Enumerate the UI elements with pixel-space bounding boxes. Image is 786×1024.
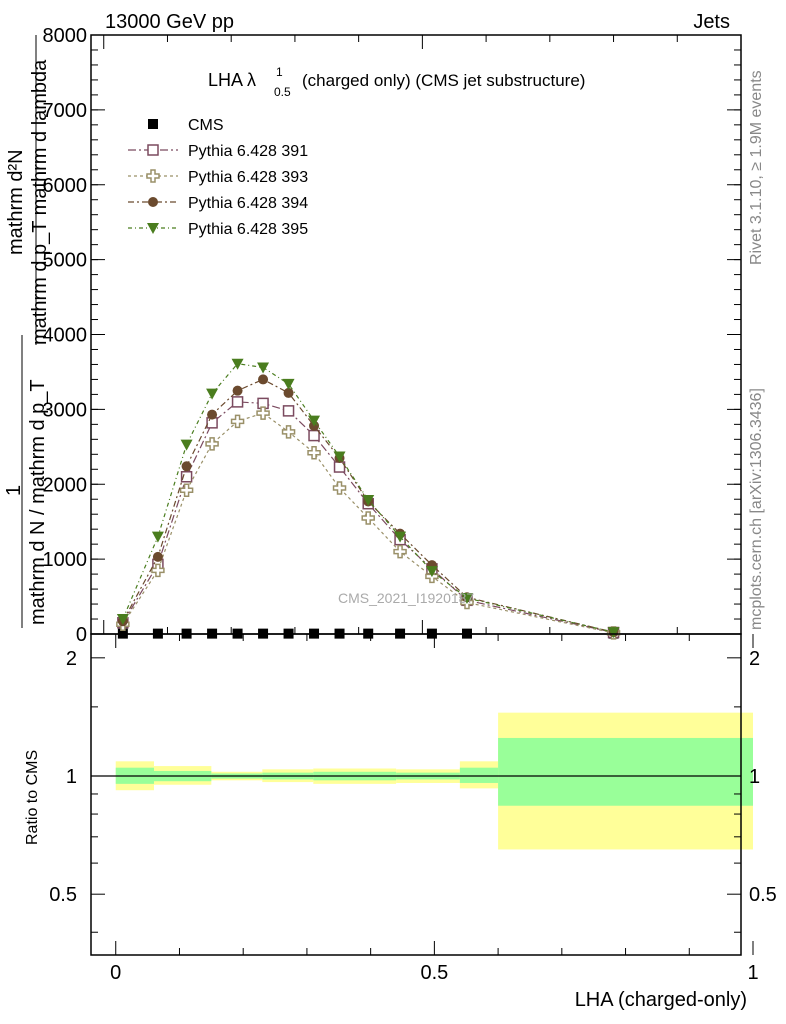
ratio-inner-band (498, 737, 753, 806)
series-line (122, 401, 614, 634)
legend-entry: Pythia 6.428 395 (128, 221, 308, 238)
ylabel-denominator-bottom: mathrm d N / mathrm d p_T (27, 379, 49, 625)
title-sub: 0.5 (274, 85, 291, 99)
legend-label: Pythia 6.428 395 (188, 221, 308, 238)
main-ytick-label: 8000 (43, 25, 88, 47)
data-point (231, 396, 244, 408)
legend-label: CMS (188, 117, 224, 134)
main-ytick-label: 3000 (43, 399, 88, 421)
data-point (393, 544, 407, 559)
main-ytick-label: 7000 (43, 100, 88, 122)
legend-label: Pythia 6.428 391 (188, 143, 308, 160)
data-point (206, 388, 219, 400)
ratio-y-label: Ratio to CMS (24, 750, 41, 845)
data-point (362, 494, 375, 506)
legend-entry: Pythia 6.428 391 (128, 143, 308, 160)
data-point (256, 406, 270, 420)
data-point (282, 378, 295, 390)
plot-title: LHA λ 1 0.5 (charged only) (CMS jet subs… (208, 65, 585, 99)
title-rest: (charged only) (CMS jet substructure) (302, 71, 585, 90)
data-point (282, 405, 295, 417)
data-point (232, 385, 243, 396)
data-point (231, 358, 244, 370)
main-ytick-label: 0 (76, 624, 87, 646)
data-point (307, 446, 321, 460)
ratio-panel: 0.5 0.5 1 1 2 2 0 0.5 1 (49, 633, 777, 984)
data-point (207, 409, 218, 420)
data-point (332, 481, 347, 495)
x-tick-label: 1 (747, 962, 758, 984)
series-line (122, 412, 614, 634)
ratio-ytick-label: 1 (66, 766, 77, 788)
analysis-watermark: CMS_2021_I1920187 (338, 590, 474, 606)
main-ytick-label: 1000 (43, 549, 88, 571)
main-ytick-label: 5000 (43, 250, 88, 272)
main-ytick-label: 6000 (43, 175, 88, 197)
main-y-label: mathrm d²N mathrm d p_T mathrm d lambda … (3, 35, 51, 628)
ratio-ytick-label: 0.5 (49, 884, 77, 906)
data-point (283, 387, 294, 398)
data-point (425, 566, 438, 578)
legend-marker (146, 169, 160, 183)
x-axis-label: LHA (charged-only) (575, 989, 747, 1011)
x-tick-label: 0 (110, 962, 121, 984)
data-point (180, 439, 193, 451)
ratio-frame (90, 633, 742, 956)
data-point (151, 531, 164, 543)
data-point (308, 429, 320, 442)
legend-marker (148, 197, 158, 207)
x-tick-label: 0.5 (420, 962, 448, 984)
data-point (258, 374, 269, 385)
svg-text:LHA λ: LHA λ (208, 70, 256, 90)
data-point (281, 425, 296, 439)
ratio-ytick-label-right: 2 (749, 648, 760, 670)
data-point (333, 451, 346, 463)
data-point (230, 414, 245, 429)
energy-label: 13000 GeV pp (105, 11, 234, 33)
data-point (361, 511, 375, 525)
data-point (180, 471, 193, 483)
ratio-inner-band (459, 767, 499, 783)
title-main: LHA λ (208, 70, 256, 90)
mcplots-label: mcplots.cern.ch [arXiv:1306.3436] (748, 388, 765, 630)
rivet-label: Rivet 3.1.10, ≥ 1.9M events (748, 70, 765, 265)
main-panel: 0 1000 2000 3000 4000 5000 6000 7000 8000 (43, 25, 742, 646)
data-point (179, 483, 194, 497)
data-point (257, 362, 270, 374)
ratio-ytick-label-right: 1 (749, 766, 760, 788)
data-point (607, 627, 620, 639)
ylabel-denominator-top: mathrm d p_T mathrm d lambda (29, 59, 51, 345)
jets-label: Jets (693, 11, 730, 33)
series-pythia-6-428-395 (116, 358, 620, 639)
data-point (460, 593, 473, 605)
ylabel-numerator-top: mathrm d²N (5, 149, 27, 255)
legend-label: Pythia 6.428 394 (188, 195, 308, 212)
legend-label: Pythia 6.428 393 (188, 169, 308, 186)
ratio-ytick-label: 2 (66, 648, 77, 670)
data-point (308, 415, 321, 427)
ratio-ytick-label-right: 0.5 (749, 884, 777, 906)
ylabel-numerator-bottom: 1 (3, 485, 25, 496)
legend-marker (148, 119, 158, 129)
data-point (116, 614, 129, 626)
main-ytick-label: 2000 (43, 474, 88, 496)
data-point (205, 437, 219, 451)
legend-entry: Pythia 6.428 394 (128, 195, 308, 212)
data-point (394, 531, 407, 543)
data-point (152, 551, 163, 562)
title-sup: 1 (276, 65, 283, 79)
legend-marker (147, 144, 159, 156)
legend: CMS Pythia 6.428 391 Pythia 6.428 393 Pythi… (128, 117, 308, 238)
data-point (181, 461, 192, 472)
series-line (122, 378, 614, 633)
main-ytick-label: 4000 (43, 325, 88, 347)
legend-entry: Pythia 6.428 393 (128, 169, 308, 186)
legend-entry: CMS (148, 117, 224, 134)
legend-marker (147, 223, 159, 234)
